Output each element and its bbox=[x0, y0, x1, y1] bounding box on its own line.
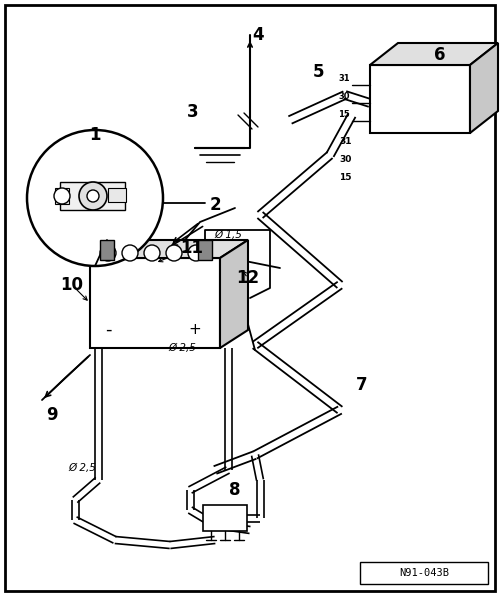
Circle shape bbox=[87, 190, 99, 202]
Polygon shape bbox=[470, 43, 498, 133]
Text: 1: 1 bbox=[89, 126, 101, 144]
Circle shape bbox=[54, 188, 70, 204]
Bar bbox=[370, 65, 470, 133]
Text: 30: 30 bbox=[340, 156, 352, 164]
Text: 11: 11 bbox=[180, 239, 204, 257]
Text: Ø 1,5: Ø 1,5 bbox=[214, 230, 242, 240]
Bar bbox=[203, 505, 247, 531]
Polygon shape bbox=[90, 240, 248, 258]
Text: Ø 2,5: Ø 2,5 bbox=[68, 463, 96, 473]
Polygon shape bbox=[370, 43, 498, 65]
Text: 12: 12 bbox=[236, 269, 260, 287]
Text: 30: 30 bbox=[338, 92, 350, 101]
Bar bbox=[108, 188, 126, 202]
Circle shape bbox=[100, 245, 116, 261]
Bar bbox=[90, 258, 220, 348]
Circle shape bbox=[144, 245, 160, 261]
Bar bbox=[60, 182, 125, 210]
Circle shape bbox=[166, 245, 182, 261]
Text: 31: 31 bbox=[338, 74, 350, 83]
Text: -: - bbox=[105, 321, 111, 339]
Text: 10: 10 bbox=[60, 276, 84, 294]
Text: 4: 4 bbox=[252, 26, 264, 44]
Text: N91-043B: N91-043B bbox=[399, 568, 449, 578]
Text: 2: 2 bbox=[209, 196, 221, 214]
Bar bbox=[100, 240, 114, 260]
Text: 7: 7 bbox=[356, 376, 368, 394]
Bar bbox=[55, 188, 69, 204]
Text: 8: 8 bbox=[229, 481, 241, 499]
Text: 6: 6 bbox=[434, 46, 446, 64]
Bar bbox=[360, 562, 488, 584]
Text: 31: 31 bbox=[340, 138, 352, 147]
Circle shape bbox=[188, 245, 204, 261]
Polygon shape bbox=[220, 240, 248, 348]
Circle shape bbox=[79, 182, 107, 210]
Text: 9: 9 bbox=[46, 406, 58, 424]
Text: Ø 2,5: Ø 2,5 bbox=[168, 343, 196, 353]
Text: 15: 15 bbox=[340, 173, 352, 182]
Text: 3: 3 bbox=[187, 103, 199, 121]
Text: +: + bbox=[188, 322, 202, 337]
Text: 5: 5 bbox=[312, 63, 324, 81]
Bar bbox=[198, 240, 212, 260]
Text: 15: 15 bbox=[338, 110, 350, 119]
Circle shape bbox=[122, 245, 138, 261]
Circle shape bbox=[27, 130, 163, 266]
